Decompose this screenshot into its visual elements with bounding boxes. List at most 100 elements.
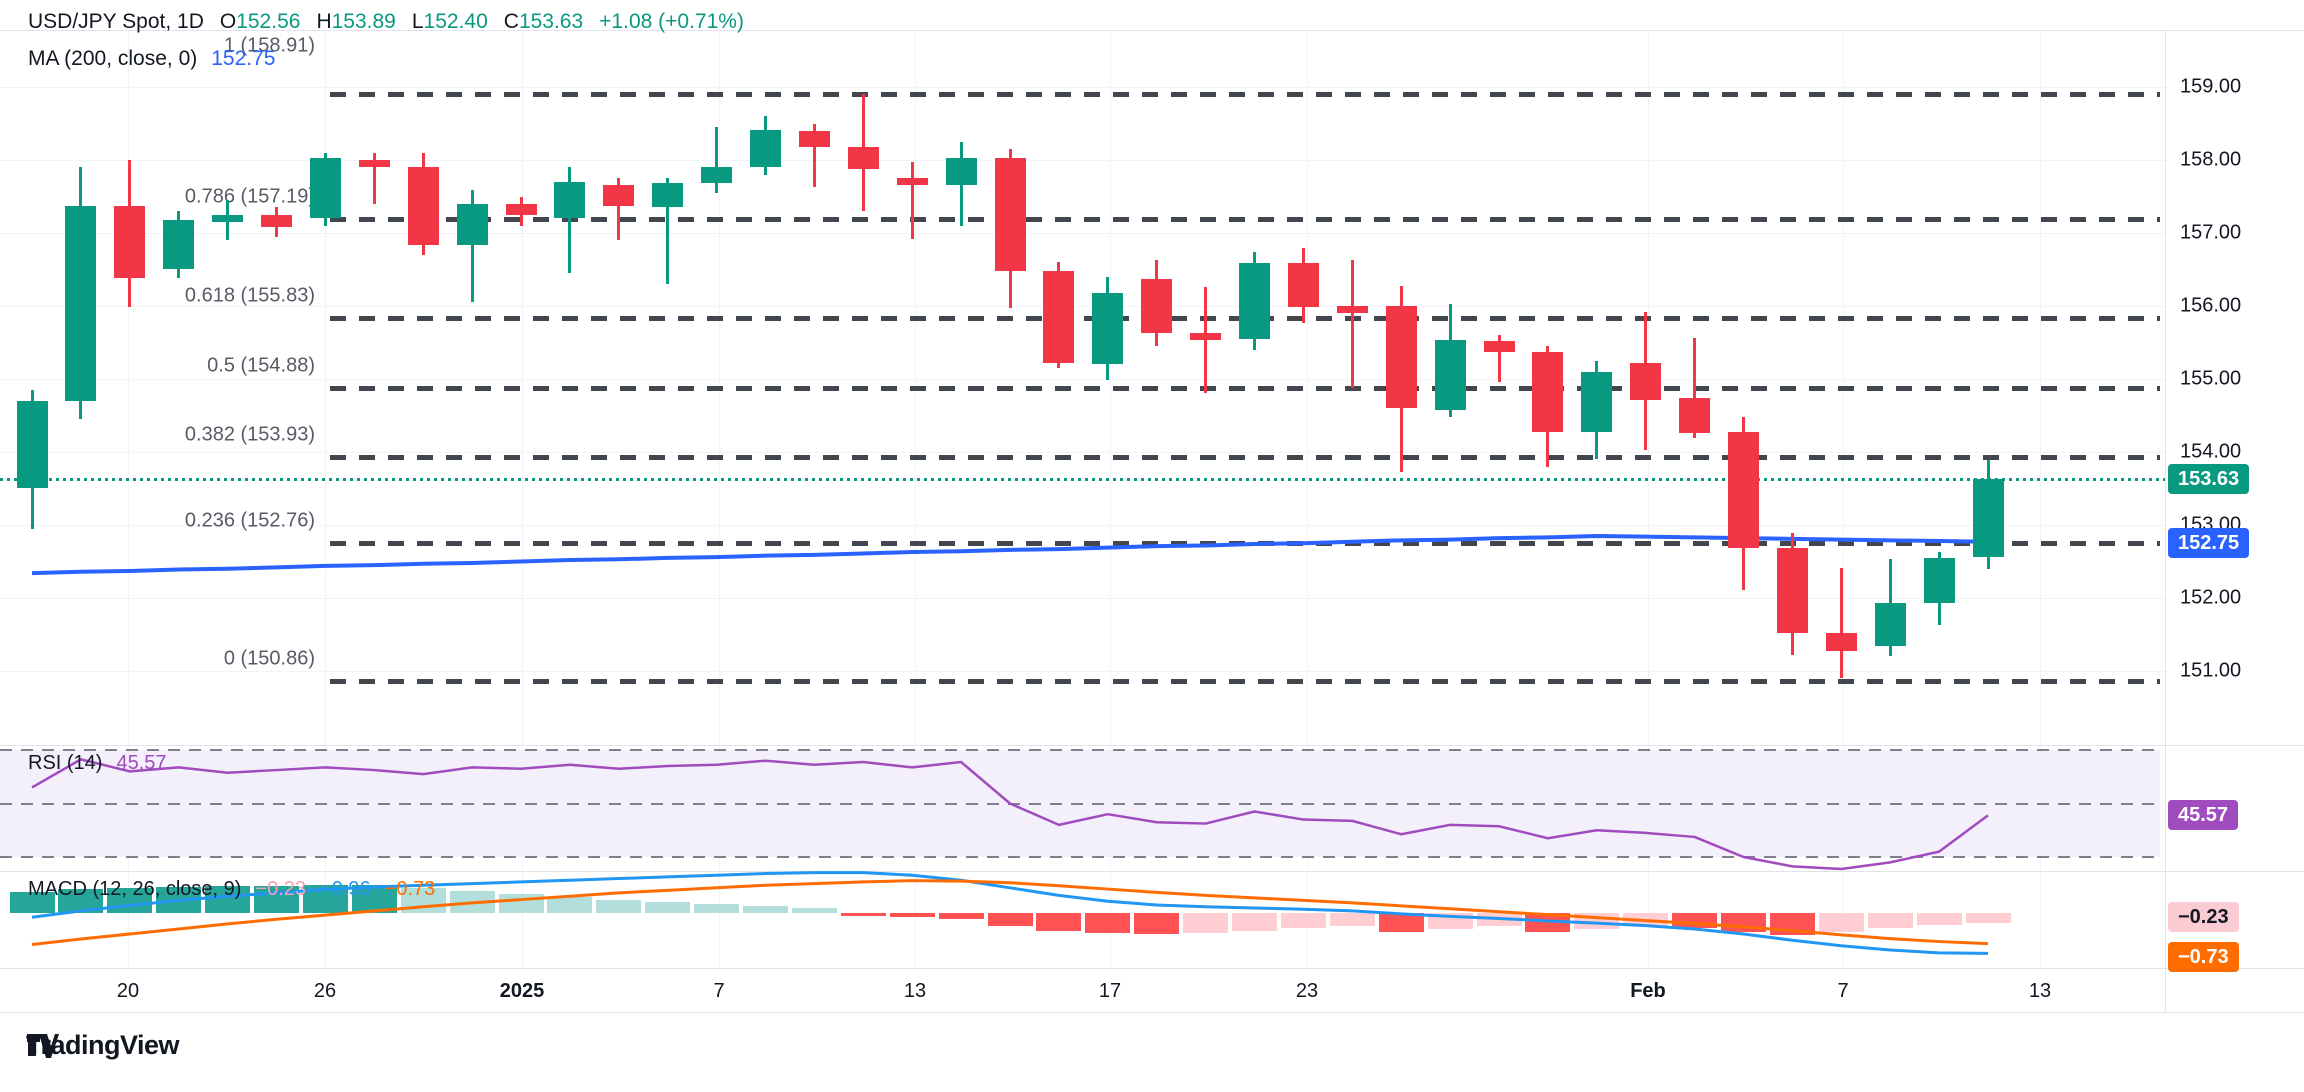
fib-level-line[interactable] — [330, 217, 2160, 223]
symbol-title[interactable]: USD/JPY Spot, 1D — [28, 10, 204, 33]
time-axis-label[interactable]: Feb — [1630, 980, 1666, 1002]
macd-histogram-bar[interactable] — [1329, 913, 1375, 927]
fib-level-line[interactable] — [330, 540, 2160, 546]
macd-histogram-bar[interactable] — [449, 891, 495, 913]
symbol-legend[interactable]: USD/JPY Spot, 1D O152.56 H153.89 L152.40… — [28, 10, 744, 34]
candle[interactable] — [212, 214, 244, 223]
candle[interactable] — [896, 177, 928, 185]
macd-label[interactable]: MACD (12, 26, close, 9) — [28, 878, 242, 900]
rsi-legend[interactable]: RSI (14) 45.57 — [28, 752, 167, 775]
candle[interactable] — [1190, 333, 1222, 341]
candle[interactable] — [847, 146, 879, 170]
macd-histogram-bar[interactable] — [694, 903, 740, 913]
macd-histogram-bar[interactable] — [938, 913, 984, 919]
macd-histogram-bar[interactable] — [1134, 913, 1180, 934]
fib-level-line[interactable] — [330, 385, 2160, 391]
fib-level-line[interactable] — [330, 679, 2160, 685]
candle[interactable] — [1630, 362, 1662, 401]
candle[interactable] — [1972, 479, 2004, 558]
last-price-badge[interactable]: 153.63 — [2168, 464, 2250, 494]
fib-level-line[interactable] — [330, 455, 2160, 461]
candle[interactable] — [1776, 548, 1808, 634]
macd-histogram-bar[interactable] — [1867, 913, 1913, 929]
macd-histogram-bar[interactable] — [1818, 913, 1864, 933]
candle[interactable] — [1141, 278, 1173, 333]
macd-histogram-bar[interactable] — [645, 901, 691, 913]
candle[interactable] — [1825, 633, 1857, 652]
macd-histogram-bar[interactable] — [1280, 913, 1326, 928]
candle[interactable] — [309, 157, 341, 219]
candle[interactable] — [1385, 306, 1417, 409]
macd-histogram-bar[interactable] — [1036, 913, 1082, 931]
candle[interactable] — [945, 157, 977, 185]
price-axis-tick[interactable]: 155.00 — [2180, 367, 2242, 390]
macd-signal-badge[interactable]: −0.73 — [2168, 941, 2239, 972]
candle[interactable] — [994, 157, 1026, 271]
candle[interactable] — [1239, 262, 1270, 339]
time-axis-label[interactable]: 17 — [1098, 980, 1122, 1002]
macd-histogram-bar[interactable] — [791, 907, 837, 913]
candle[interactable] — [701, 167, 733, 184]
candle[interactable] — [261, 214, 292, 228]
macd-histogram-bar[interactable] — [498, 894, 544, 913]
macd-legend[interactable]: MACD (12, 26, close, 9) −0.23 −0.96 −0.7… — [28, 878, 435, 901]
macd-histogram-bar[interactable] — [547, 897, 593, 913]
candle[interactable] — [1874, 603, 1906, 647]
candle[interactable] — [407, 167, 439, 245]
candle[interactable] — [1287, 262, 1319, 307]
macd-histogram-bar[interactable] — [1965, 913, 2011, 923]
macd-histogram-bar[interactable] — [1916, 913, 1962, 925]
time-axis-label[interactable]: 20 — [116, 980, 140, 1002]
candle[interactable] — [358, 160, 390, 168]
macd-histogram-bar[interactable] — [1525, 913, 1571, 932]
price-axis-tick[interactable]: 151.00 — [2180, 659, 2242, 682]
price-axis-tick[interactable]: 154.00 — [2180, 440, 2242, 463]
candle[interactable] — [652, 183, 684, 208]
time-axis-label[interactable]: 2025 — [499, 980, 545, 1002]
ma-label[interactable]: MA (200, close, 0) — [28, 47, 198, 70]
macd-histogram-bar[interactable] — [1476, 913, 1522, 926]
time-axis-label[interactable]: 26 — [313, 980, 337, 1002]
candle[interactable] — [505, 203, 537, 215]
candle[interactable] — [114, 205, 146, 279]
ma-legend[interactable]: MA (200, close, 0) 152.75 — [28, 47, 275, 71]
macd-histogram-bar[interactable] — [1769, 913, 1815, 935]
candle[interactable] — [1043, 270, 1075, 363]
candle[interactable] — [1532, 351, 1564, 433]
tradingview-logo[interactable]: TradingView — [26, 1030, 180, 1061]
price-axis-tick[interactable]: 157.00 — [2180, 221, 2242, 244]
time-axis-label[interactable]: 23 — [1295, 980, 1319, 1002]
macd-hist-badge[interactable]: −0.23 — [2168, 901, 2239, 932]
fib-level-line[interactable] — [330, 91, 2160, 97]
macd-histogram-bar[interactable] — [1623, 913, 1669, 927]
time-axis-label[interactable]: 7 — [713, 980, 725, 1002]
macd-histogram-bar[interactable] — [743, 905, 788, 913]
macd-histogram-bar[interactable] — [1574, 913, 1620, 929]
candle[interactable] — [1923, 557, 1955, 604]
price-axis-tick[interactable]: 156.00 — [2180, 294, 2242, 317]
candle[interactable] — [1581, 371, 1613, 433]
candle[interactable] — [1728, 432, 1759, 549]
candle[interactable] — [65, 205, 97, 401]
ma-price-badge[interactable]: 152.75 — [2168, 528, 2250, 559]
macd-histogram-bar[interactable] — [1183, 913, 1229, 934]
macd-histogram-bar[interactable] — [1427, 913, 1473, 929]
macd-histogram-bar[interactable] — [1232, 913, 1277, 931]
candle[interactable] — [603, 184, 635, 206]
price-axis-tick[interactable]: 158.00 — [2180, 148, 2242, 171]
candle[interactable] — [1483, 341, 1515, 352]
price-axis-tick[interactable]: 152.00 — [2180, 586, 2242, 609]
candle[interactable] — [456, 203, 488, 245]
candle[interactable] — [1434, 339, 1466, 410]
candle[interactable] — [163, 219, 195, 270]
macd-histogram-bar[interactable] — [889, 913, 935, 918]
rsi-value-badge[interactable]: 45.57 — [2168, 800, 2239, 831]
candle[interactable] — [750, 130, 781, 168]
candle[interactable] — [16, 400, 48, 489]
candle[interactable] — [798, 130, 830, 147]
candle[interactable] — [1336, 306, 1368, 314]
macd-histogram-bar[interactable] — [596, 899, 642, 913]
candle[interactable] — [1092, 292, 1124, 364]
macd-histogram-bar[interactable] — [1378, 913, 1424, 932]
rsi-label[interactable]: RSI (14) — [28, 752, 103, 774]
